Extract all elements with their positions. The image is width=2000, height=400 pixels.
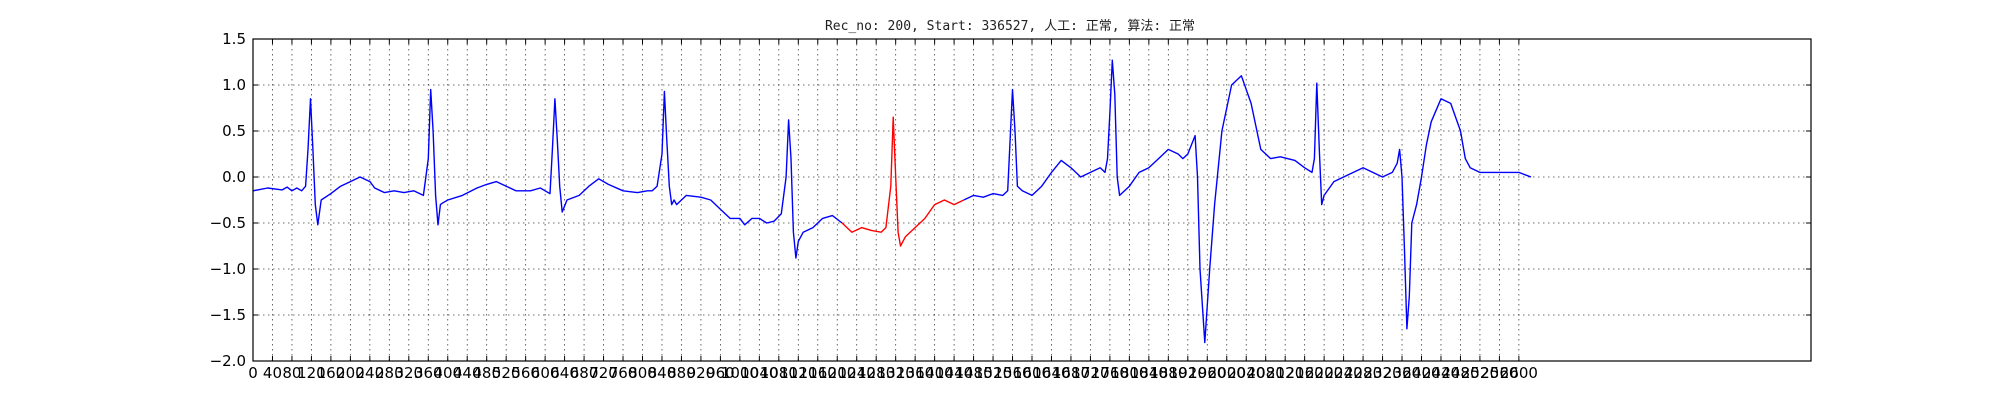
x-tick-label: 1280: [857, 364, 895, 382]
x-tick-label: 2080: [1247, 364, 1285, 382]
x-tick-label: 600: [531, 364, 560, 382]
x-tick-label: 2400: [1402, 364, 1440, 382]
x-tick-label: 1440: [935, 364, 973, 382]
x-tick-label: 1760: [1091, 364, 1129, 382]
x-tick-label: 40: [263, 364, 282, 382]
x-tick-label: 2520: [1461, 364, 1499, 382]
x-tick-label: 1080: [760, 364, 798, 382]
x-tick-label: 0: [248, 364, 258, 382]
x-tick-label: 2200: [1305, 364, 1343, 382]
series-layer: [252, 59, 1532, 344]
x-tick-label: 2160: [1286, 364, 1324, 382]
x-tick-label: 1480: [954, 364, 992, 382]
x-tick-label: 1800: [1110, 364, 1148, 382]
x-tick-label: 880: [667, 364, 696, 382]
x-tick-label: 1240: [838, 364, 876, 382]
x-tick-label: 360: [414, 364, 443, 382]
x-tick-label: 1040: [740, 364, 778, 382]
x-tick-label: 280: [375, 364, 404, 382]
x-tick-label: 480: [472, 364, 501, 382]
x-tick-label: 2440: [1422, 364, 1460, 382]
x-tick-label: 1560: [993, 364, 1031, 382]
x-tick-label: 2560: [1480, 364, 1518, 382]
x-tick-label: 1600: [1013, 364, 1051, 382]
x-tick-label: 2120: [1266, 364, 1304, 382]
x-tick-label: 2480: [1441, 364, 1479, 382]
x-tick-label: 560: [511, 364, 540, 382]
x-tick-label: 1400: [916, 364, 954, 382]
x-tick-label: 2040: [1227, 364, 1265, 382]
chart-title: Rec_no: 200, Start: 336527, 人工: 正常, 算法: …: [825, 19, 1195, 34]
x-tick-label: 400: [433, 364, 462, 382]
x-tick-label: 2000: [1208, 364, 1246, 382]
x-tick-label: 1960: [1188, 364, 1226, 382]
x-tick-label: 1120: [779, 364, 817, 382]
x-tick-label: 960: [706, 364, 735, 382]
ecg-series-line-1: [252, 88, 843, 259]
x-tick-label: 840: [648, 364, 677, 382]
x-tick-label: 1360: [896, 364, 934, 382]
x-tick-label: 1200: [818, 364, 856, 382]
x-tick-label: 1000: [721, 364, 759, 382]
grid: [253, 39, 1811, 361]
x-tick-label: 1320: [877, 364, 915, 382]
x-tick-label: 320: [394, 364, 423, 382]
x-tick-label: 1160: [799, 364, 837, 382]
x-tick-label: 240: [356, 364, 385, 382]
x-tick-label: 2280: [1344, 364, 1382, 382]
x-tick-label: 520: [492, 364, 521, 382]
x-tick-label: 720: [589, 364, 618, 382]
x-tick-label: 200: [336, 364, 365, 382]
ecg-series-line-3: [963, 59, 1532, 344]
x-tick-label: 120: [297, 364, 326, 382]
y-tick-label: −0.5: [210, 214, 246, 232]
y-axis-ticks: −2.0 −1.5 −1.0 −0.5 0.0 0.5 1.0 1.5: [210, 30, 1811, 370]
x-tick-label: 1640: [1032, 364, 1070, 382]
x-tick-label: 160: [317, 364, 346, 382]
x-tick-label: 1520: [974, 364, 1012, 382]
y-tick-label: −1.5: [210, 306, 246, 324]
x-tick-label: 1680: [1052, 364, 1090, 382]
x-tick-label: 1880: [1149, 364, 1187, 382]
y-tick-label: 1.0: [222, 76, 246, 94]
x-tick-label: 2360: [1383, 364, 1421, 382]
x-tick-label: 80: [282, 364, 301, 382]
y-tick-label: 0.5: [222, 122, 246, 140]
x-axis-ticks: 0 40 8012016020024028032036040044048052056…: [248, 39, 1538, 382]
x-tick-label: 1840: [1130, 364, 1168, 382]
y-tick-label: −1.0: [210, 260, 246, 278]
y-tick-label: 0.0: [222, 168, 246, 186]
y-tick-label: −2.0: [210, 352, 246, 370]
x-tick-label: 1920: [1169, 364, 1207, 382]
x-tick-label: 640: [550, 364, 579, 382]
ecg-series-line-2: [841, 116, 965, 247]
y-tick-label: 1.5: [222, 30, 246, 48]
x-tick-label: 680: [570, 364, 599, 382]
x-tick-label: 2320: [1363, 364, 1401, 382]
x-tick-label: 2240: [1325, 364, 1363, 382]
x-tick-label: 440: [453, 364, 482, 382]
x-tick-label: 800: [628, 364, 657, 382]
x-tick-label: 2600: [1500, 364, 1538, 382]
x-tick-label: 760: [609, 364, 638, 382]
x-tick-label: 920: [687, 364, 716, 382]
x-tick-label: 1720: [1071, 364, 1109, 382]
